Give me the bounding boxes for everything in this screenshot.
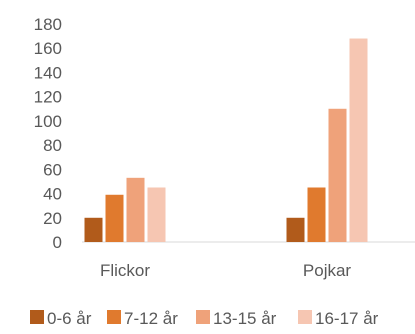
- y-tick-label: 120: [34, 88, 62, 107]
- bar-flickor-series-3: [147, 187, 166, 242]
- legend-swatch: [30, 310, 44, 324]
- bar-pojkar-series-3: [349, 38, 368, 243]
- bar-flickor-series-0: [84, 217, 103, 242]
- x-tick-label: Flickor: [100, 261, 150, 280]
- x-tick-label: Pojkar: [303, 261, 352, 280]
- legend-swatch: [196, 310, 210, 324]
- y-tick-label: 160: [34, 39, 62, 58]
- legend-swatch: [107, 310, 121, 324]
- y-tick-label: 60: [43, 160, 62, 179]
- x-axis-ticks: Flickor Pojkar: [100, 261, 351, 280]
- legend-label: 13-15 år: [213, 309, 277, 328]
- legend: 0-6 år 7-12 år 13-15 år 16-17 år: [30, 309, 379, 328]
- y-tick-label: 100: [34, 112, 62, 131]
- legend-label: 7-12 år: [124, 309, 178, 328]
- y-tick-label: 0: [53, 233, 62, 252]
- bar-pojkar-series-1: [307, 187, 326, 242]
- legend-label: 0-6 år: [47, 309, 92, 328]
- y-tick-label: 80: [43, 136, 62, 155]
- legend-label: 16-17 år: [315, 309, 379, 328]
- bar-flickor-series-1: [105, 194, 124, 242]
- legend-swatch: [298, 310, 312, 324]
- y-tick-label: 40: [43, 185, 62, 204]
- bar-flickor-series-2: [126, 177, 145, 242]
- y-tick-label: 140: [34, 63, 62, 82]
- bars-group: [84, 38, 368, 243]
- bar-pojkar-series-2: [328, 108, 347, 243]
- bar-pojkar-series-0: [286, 217, 305, 242]
- y-axis-ticks: 0 20 40 60 80 100 120 140 160 180: [34, 15, 62, 252]
- y-tick-label: 180: [34, 15, 62, 34]
- y-tick-label: 20: [43, 209, 62, 228]
